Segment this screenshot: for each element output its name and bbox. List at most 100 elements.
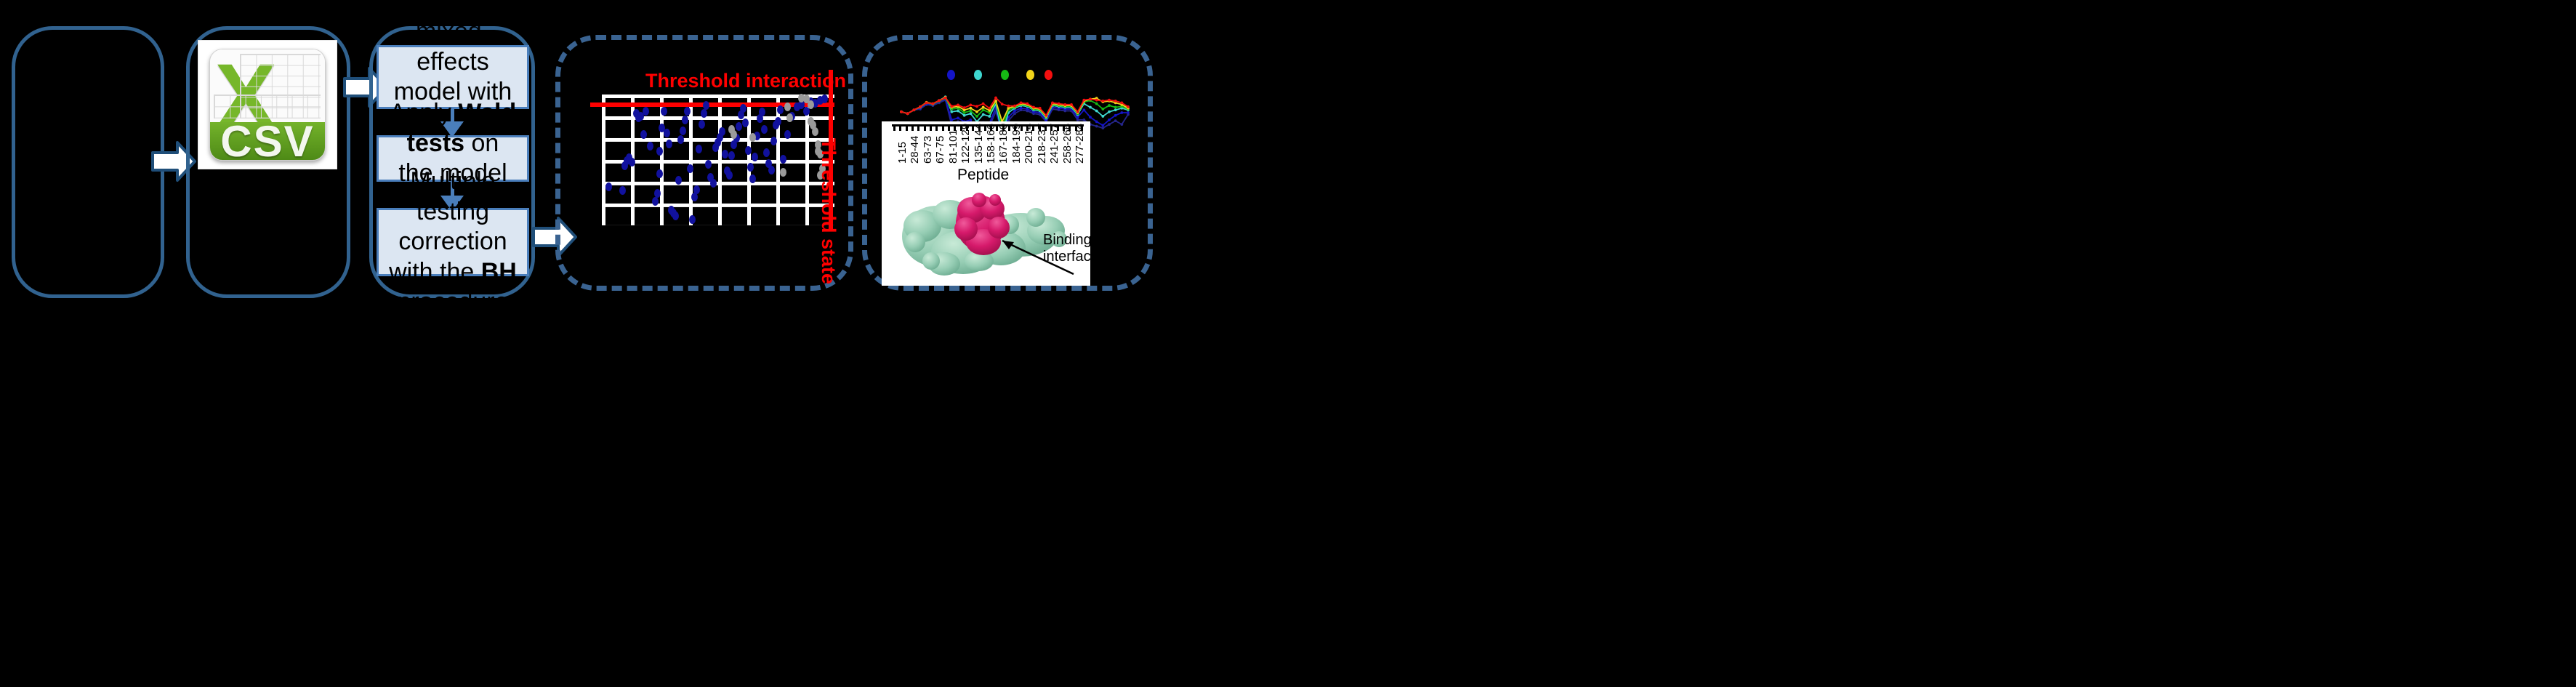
scatter-point [763,148,770,158]
axis-tick [996,126,999,131]
line-point [1019,106,1023,110]
line-point [1070,103,1073,106]
line-point [1114,113,1117,117]
scatter-point [812,98,819,108]
axis-tick [1068,126,1071,131]
step3-line2: correction [398,228,507,256]
line-point [1076,116,1079,119]
line-point [1019,101,1023,105]
step3-post: procedure [397,288,509,316]
analysis-panel [369,26,535,298]
csv-format-band: CSV [210,117,325,160]
step3-pre: with the [389,257,481,286]
line-point [969,106,973,110]
scatter-point [779,155,786,164]
scatter-point [775,117,782,126]
scatter-point [752,152,759,161]
line-point [1114,119,1117,123]
line-point [1013,112,1016,116]
line-point [1114,105,1117,109]
scatter-point [686,164,693,173]
axis-tick [954,126,957,131]
scatter-point [665,139,672,148]
line-point [1082,118,1086,121]
line-point [957,109,959,113]
scatter-point [698,119,705,129]
line-point [981,102,985,105]
legend-dot-series-yellow [1026,70,1034,80]
scatter-point [656,169,663,178]
scatter-point [656,147,663,156]
axis-tick [990,126,993,131]
scatter-point [812,127,819,137]
scatter-point [733,134,740,143]
line-point [962,108,966,112]
scatter-point [726,170,733,180]
line-point [1082,98,1086,102]
axis-tick [1008,126,1011,131]
step2-bold: Wald tests [406,99,517,157]
axis-tick [893,126,895,131]
line-point [1007,104,1010,108]
peptide-tick-label: 200-214 [1023,123,1036,164]
scatter-point [696,144,703,153]
scatter-point [700,109,707,118]
step-wald-tests-box: Apply Wald tests on the model parameters [377,99,529,217]
peptide-tick-label: 135-144 [972,123,985,164]
line-point [957,103,959,107]
line-point [1007,106,1010,110]
axis-tick [905,126,908,131]
step2-pre: Apply [389,99,459,127]
line-point [1108,98,1111,102]
line-point [1127,111,1130,114]
line-point [1120,101,1124,105]
scatter-point [735,122,742,132]
legend-dot-series-red [1045,70,1052,80]
threshold-state-line [829,70,833,230]
scatter-point [786,113,794,122]
scatter-point [677,135,684,145]
scatter-point [730,140,738,150]
axis-tick [1063,126,1066,131]
scatter-point [715,137,721,147]
line-point [957,116,959,120]
peptide-tick-label: 241-257 [1048,123,1061,164]
input-panel [12,26,164,298]
scatter-point [672,211,680,220]
line-point [1089,116,1092,119]
line-point [1108,110,1111,113]
scatter-point [746,163,754,172]
scatter-point [816,96,824,105]
line-point [1057,102,1060,105]
peptide-tick-label: 67-75 [934,135,947,164]
line-point [950,110,954,113]
line-point [1045,113,1048,117]
scatter-point [709,178,717,188]
csv-grid-lower [213,95,321,119]
scatter-point [717,132,724,142]
results-peptide-panel [862,35,1153,291]
line-point [950,118,954,121]
scatter-point [642,106,649,116]
scatter-point [721,150,728,158]
threshold-interaction-line [590,103,834,107]
line-point [962,113,966,117]
scatter-point [744,145,752,155]
scatter-point [773,121,779,130]
line-point [943,96,947,100]
legend-dot-series-blue [947,70,955,80]
peptide-tick-label: 158-166 [985,123,998,164]
line-point [1082,108,1086,112]
scatter-point [742,118,749,127]
interaction-state-scatter [590,70,834,230]
line-point [1108,104,1111,107]
axis-tick [1032,126,1035,131]
scatter-point [808,100,814,109]
peptide-tick-label: 1-15 [896,141,909,164]
line-point [988,106,991,110]
line-point [1108,118,1111,121]
scatter-point [661,106,668,116]
line-point [1120,111,1124,114]
scatter-point [784,103,791,112]
scatter-point [821,95,829,104]
